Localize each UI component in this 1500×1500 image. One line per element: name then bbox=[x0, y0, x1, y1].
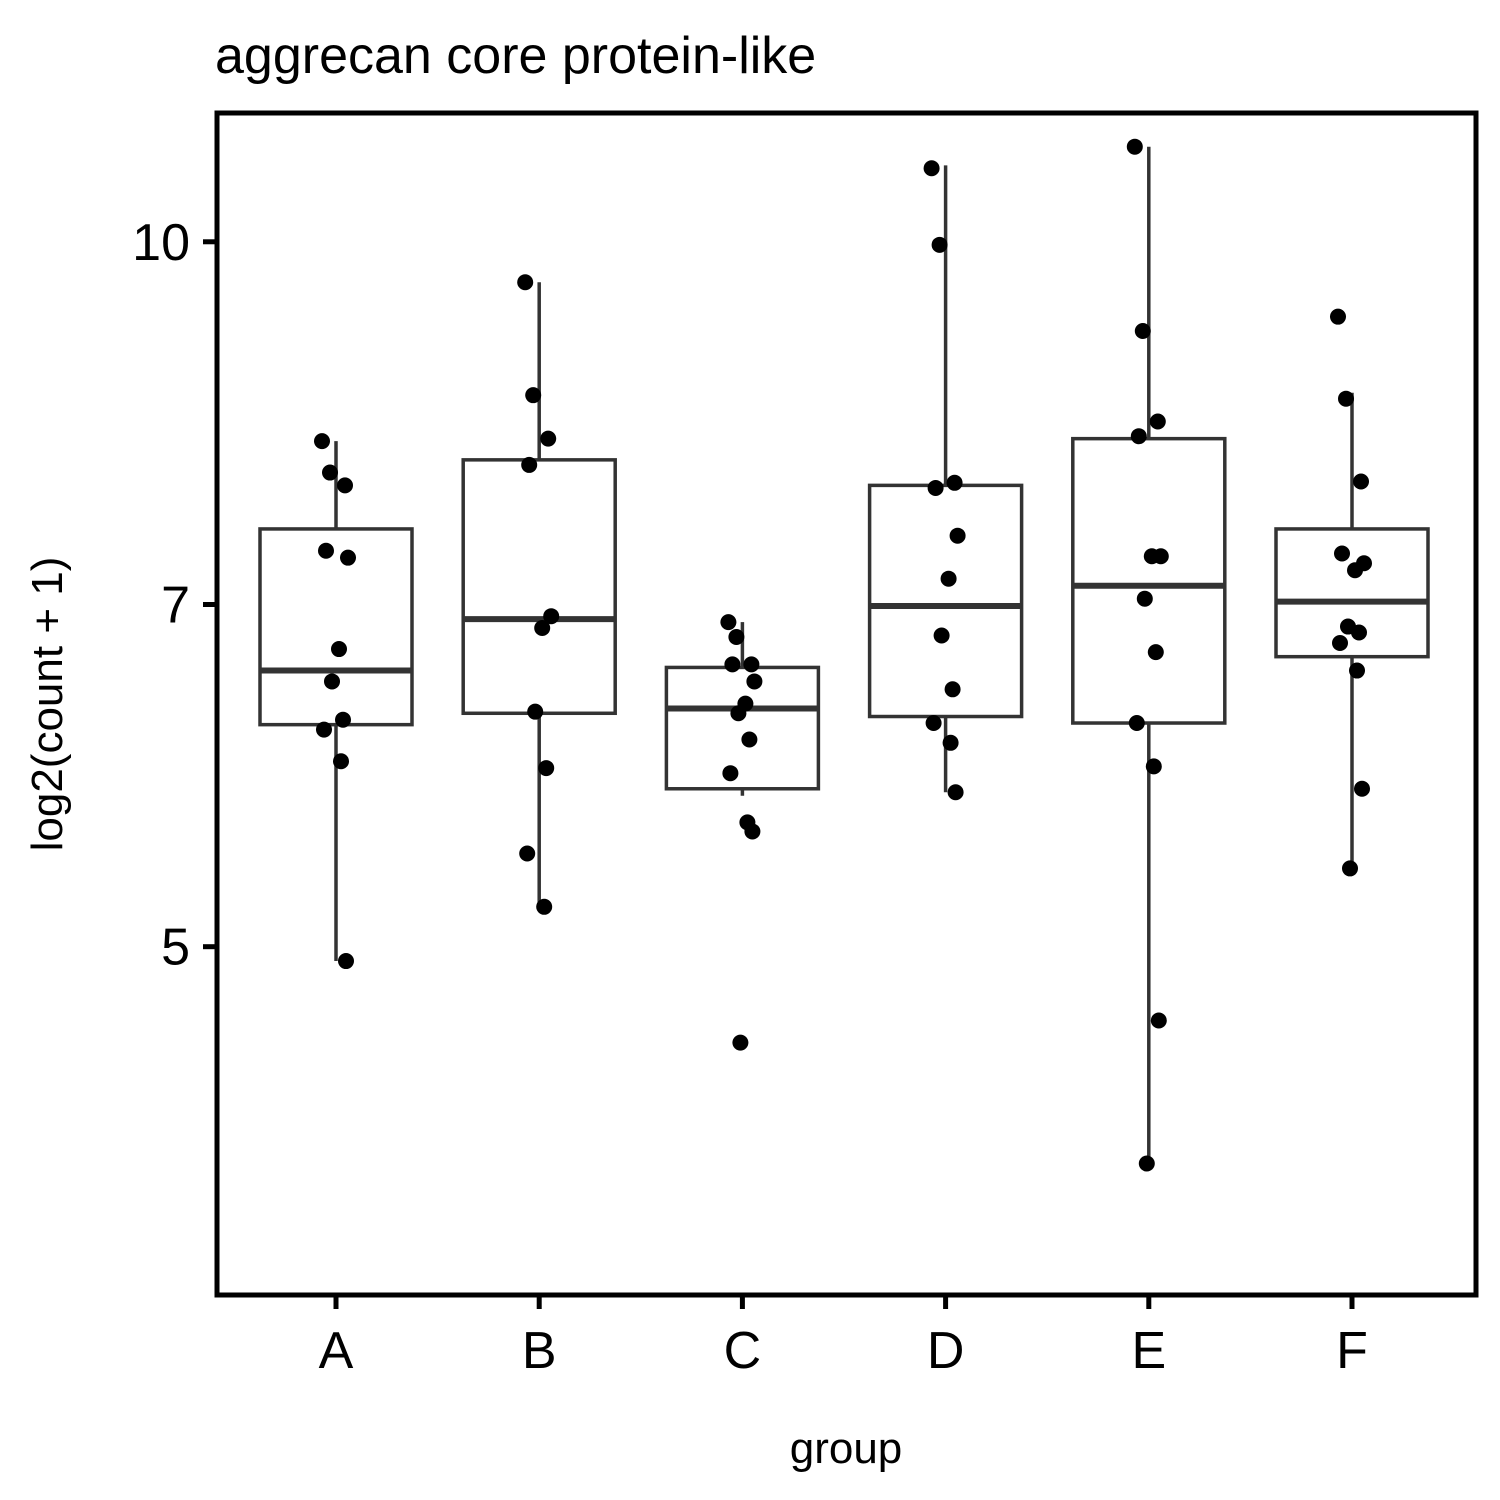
x-tick-label: B bbox=[522, 1322, 557, 1380]
data-point bbox=[732, 1034, 749, 1051]
points-E bbox=[1126, 138, 1169, 1172]
iqr-box bbox=[867, 483, 1024, 719]
box-group-E bbox=[1071, 146, 1227, 1164]
iqr-box bbox=[1071, 436, 1227, 725]
data-point bbox=[527, 703, 544, 720]
data-point bbox=[947, 784, 964, 801]
data-point bbox=[1332, 635, 1348, 652]
data-point bbox=[337, 477, 353, 494]
data-point bbox=[324, 673, 340, 690]
data-point bbox=[1149, 413, 1166, 430]
points-C bbox=[720, 614, 763, 1051]
data-point bbox=[333, 753, 349, 770]
iqr-box bbox=[258, 527, 414, 727]
x-tick-label: D bbox=[927, 1322, 965, 1380]
data-point bbox=[543, 608, 560, 625]
points-D bbox=[923, 160, 966, 801]
data-point bbox=[724, 656, 741, 673]
data-point bbox=[741, 731, 758, 748]
data-point bbox=[949, 527, 966, 544]
data-point bbox=[1134, 323, 1151, 340]
data-point bbox=[746, 673, 763, 690]
data-point bbox=[1126, 138, 1143, 155]
data-point bbox=[942, 734, 959, 751]
data-point bbox=[335, 711, 351, 728]
data-point bbox=[519, 845, 536, 862]
chart-title: aggrecan core protein-like bbox=[215, 27, 816, 85]
data-point bbox=[925, 715, 942, 732]
data-point bbox=[1138, 1155, 1155, 1172]
y-tick-label: 5 bbox=[161, 919, 190, 977]
y-axis: 5 7 10 bbox=[132, 214, 217, 977]
iqr-box bbox=[664, 665, 821, 791]
y-axis-title: log2(count + 1) bbox=[23, 557, 72, 852]
data-point bbox=[340, 549, 356, 566]
data-point bbox=[1128, 715, 1145, 732]
data-point bbox=[331, 641, 347, 658]
y-tick-label: 7 bbox=[161, 577, 190, 635]
x-axis-title: group bbox=[790, 1424, 903, 1473]
data-point bbox=[1145, 758, 1162, 775]
iqr-box bbox=[1274, 527, 1430, 659]
data-point bbox=[534, 620, 551, 637]
data-point bbox=[1349, 662, 1365, 679]
data-point bbox=[1353, 473, 1369, 490]
x-tick-label: E bbox=[1131, 1322, 1166, 1380]
data-point bbox=[1147, 644, 1164, 661]
points-F bbox=[1330, 308, 1372, 877]
y-tick-label: 10 bbox=[132, 214, 190, 272]
box-group-D bbox=[867, 165, 1024, 793]
box-group-A bbox=[258, 441, 414, 962]
data-point bbox=[743, 656, 760, 673]
data-point bbox=[517, 274, 534, 291]
data-point bbox=[322, 464, 338, 481]
points-A bbox=[314, 433, 356, 970]
points-B bbox=[517, 274, 560, 915]
data-point bbox=[538, 760, 555, 777]
data-point bbox=[931, 236, 948, 253]
data-point bbox=[1347, 562, 1363, 579]
data-point bbox=[521, 456, 538, 473]
data-point bbox=[1351, 624, 1367, 641]
data-point bbox=[1354, 780, 1370, 797]
x-tick-label: C bbox=[724, 1322, 762, 1380]
data-point bbox=[728, 628, 745, 645]
data-point bbox=[923, 160, 940, 177]
data-point bbox=[944, 681, 961, 698]
box-group-B bbox=[461, 282, 617, 907]
data-point bbox=[525, 387, 542, 404]
data-point bbox=[314, 433, 330, 450]
data-point bbox=[1330, 308, 1346, 325]
data-point bbox=[1334, 545, 1350, 562]
data-point bbox=[540, 430, 557, 447]
data-point bbox=[722, 765, 739, 782]
data-point bbox=[536, 898, 553, 915]
x-axis: A B C D E F bbox=[319, 1295, 1368, 1380]
data-point bbox=[316, 721, 332, 738]
data-point bbox=[946, 474, 963, 491]
data-point bbox=[1143, 548, 1160, 565]
data-point bbox=[1150, 1012, 1167, 1029]
data-point bbox=[1130, 428, 1147, 445]
data-point bbox=[338, 953, 354, 970]
data-point bbox=[1136, 590, 1153, 607]
data-point bbox=[1338, 390, 1354, 407]
data-point bbox=[1342, 860, 1358, 877]
data-point bbox=[318, 542, 334, 559]
data-point bbox=[744, 823, 761, 840]
x-tick-label: F bbox=[1336, 1322, 1368, 1380]
data-point bbox=[940, 570, 957, 587]
x-tick-label: A bbox=[319, 1322, 354, 1380]
data-point bbox=[927, 479, 944, 496]
plot-border bbox=[214, 110, 1479, 1298]
data-point bbox=[730, 705, 747, 722]
iqr-box bbox=[461, 458, 617, 716]
data-point bbox=[933, 627, 950, 644]
data-point bbox=[720, 614, 737, 631]
plot-area bbox=[258, 138, 1430, 1172]
